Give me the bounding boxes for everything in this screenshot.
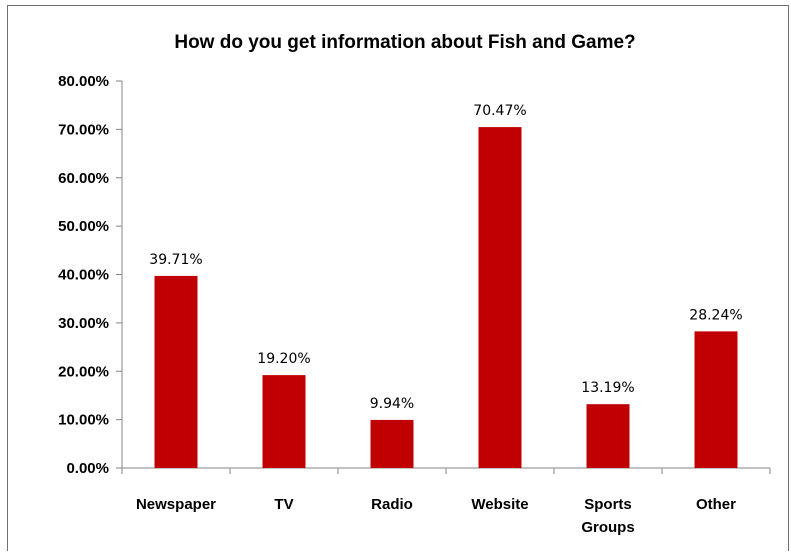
chart-axes: 0.00% 10.00% 20.00% 30.00% 40.00% 50.00% 60.00… xyxy=(58,73,771,477)
y-tick-label: 10.00% xyxy=(58,412,109,429)
data-label: 28.24% xyxy=(689,307,742,323)
category-label-line: Newspaper xyxy=(136,496,216,513)
chart-title: How do you get information about Fish an… xyxy=(174,32,636,53)
data-label: 39.71% xyxy=(149,252,202,268)
bar xyxy=(586,404,630,468)
data-label: 9.94% xyxy=(370,396,414,412)
category-label-line: Other xyxy=(696,496,736,513)
y-tick-label: 30.00% xyxy=(58,315,109,332)
y-tick-label: 0.00% xyxy=(66,460,109,477)
category-label: TV xyxy=(274,496,293,513)
y-tick-label: 50.00% xyxy=(58,218,109,235)
category-label-line: Sports xyxy=(584,496,632,513)
category-label: Website xyxy=(471,496,528,513)
y-tick-label: 60.00% xyxy=(58,170,109,187)
chart-bars xyxy=(154,127,738,468)
category-label: Newspaper xyxy=(136,496,216,513)
data-label: 19.20% xyxy=(257,351,310,367)
y-tick-label: 20.00% xyxy=(58,363,109,380)
chart-labels: 39.71% Newspaper 19.20% TV 9.94% Radio 70.47% W… xyxy=(136,103,743,536)
data-label: 70.47% xyxy=(473,103,526,119)
category-label: Other xyxy=(696,496,736,513)
category-label: Sports Groups xyxy=(581,496,634,536)
category-label: Radio xyxy=(371,496,413,513)
y-tick-label: 70.00% xyxy=(58,121,109,138)
data-label: 13.19% xyxy=(581,380,634,396)
bar xyxy=(478,127,522,468)
bar xyxy=(694,331,738,468)
category-label-line: Website xyxy=(471,496,528,513)
y-tick-label: 40.00% xyxy=(58,267,109,284)
category-label-line: Groups xyxy=(581,519,634,536)
bar xyxy=(154,275,198,468)
bar xyxy=(262,375,306,468)
y-tick-label: 80.00% xyxy=(58,73,109,90)
category-label-line: Radio xyxy=(371,496,413,513)
bar xyxy=(370,419,414,468)
category-label-line: TV xyxy=(274,496,293,513)
